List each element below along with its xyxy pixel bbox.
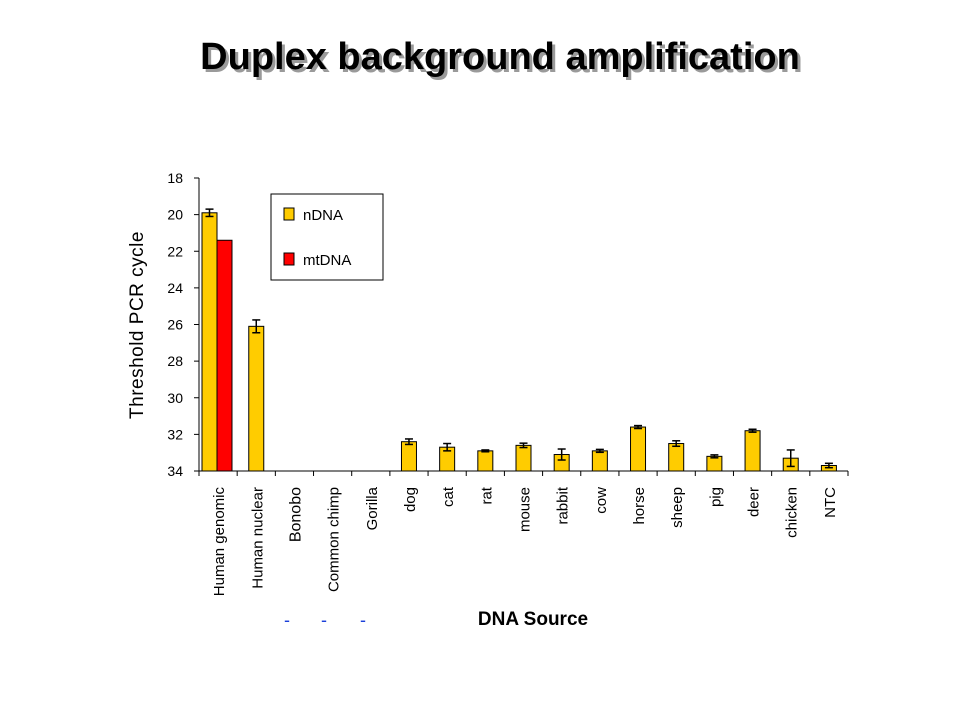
bar-ndna xyxy=(591,450,608,472)
x-category-label: pig xyxy=(707,487,724,507)
x-category-label: sheep xyxy=(669,487,686,528)
chart-bars xyxy=(201,208,837,472)
x-category-label: cat xyxy=(440,486,457,507)
y-tick-label: 26 xyxy=(167,317,183,333)
x-category-label: chicken xyxy=(784,487,801,538)
x-category-label: Common chimp xyxy=(326,487,343,592)
blue-dash-mark: - xyxy=(284,610,290,630)
y-tick-label: 34 xyxy=(167,463,183,479)
bar-ndna xyxy=(515,444,532,472)
y-tick-label: 28 xyxy=(167,353,183,369)
x-axis-title: DNA Source xyxy=(478,609,588,630)
x-category-label: horse xyxy=(631,487,648,525)
bar-ndna xyxy=(477,450,494,472)
chart-labels: Human genomic Human nuclear Bonobo Common c… xyxy=(211,486,839,630)
y-tick-label: 18 xyxy=(167,170,183,186)
legend-swatch-mtdna xyxy=(283,252,295,266)
legend-swatch-ndna xyxy=(283,207,295,221)
legend-label-ndna: nDNA xyxy=(303,207,343,224)
bar-ndna xyxy=(668,443,685,472)
x-category-label: NTC xyxy=(822,487,839,518)
bar-ndna xyxy=(248,325,265,472)
x-category-label: Human nuclear xyxy=(249,487,266,589)
x-category-label: Bonobo xyxy=(287,487,304,542)
x-category-label: mouse xyxy=(517,487,534,532)
x-category-label: dog xyxy=(402,487,419,512)
x-category-label: rat xyxy=(478,486,495,504)
blue-dash-mark: - xyxy=(360,610,366,630)
blue-dash-mark: - xyxy=(321,610,327,630)
x-category-label: rabbit xyxy=(555,486,572,524)
y-tick-label: 22 xyxy=(167,243,183,259)
x-category-label: Gorilla xyxy=(364,486,381,530)
y-axis-title: Threshold PCR cycle xyxy=(127,231,148,419)
legend-label-mtdna: mtDNA xyxy=(303,252,351,269)
bar-ndna xyxy=(630,426,647,472)
x-category-label: cow xyxy=(593,487,610,514)
y-tick-label: 30 xyxy=(167,390,183,406)
chart-axes: 18 20 22 24 26 28 30 32 34 Threshold PCR cycle xyxy=(127,170,849,479)
chart-title: Duplex background amplification Duplex b… xyxy=(0,36,960,81)
bar-ndna xyxy=(201,212,218,472)
chart-title-text: Duplex background amplification xyxy=(200,36,800,78)
bar-ndna xyxy=(400,441,417,472)
x-category-label: deer xyxy=(746,487,763,517)
chart-title-shadow: Duplex background amplification xyxy=(203,39,803,81)
bar-mtdna xyxy=(216,239,233,472)
y-tick-label: 32 xyxy=(167,426,183,442)
y-tick-label: 20 xyxy=(167,207,183,223)
y-tick-label: 24 xyxy=(167,280,183,296)
x-category-label: Human genomic xyxy=(211,487,228,597)
bar-ndna xyxy=(744,430,761,472)
chart-legend: nDNA mtDNA xyxy=(270,193,384,281)
